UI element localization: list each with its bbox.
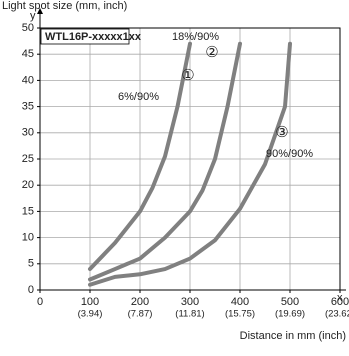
y-tick-label: 30 bbox=[22, 127, 34, 139]
y-tick-label: 5 bbox=[28, 258, 34, 270]
x-tick-label: 500 bbox=[281, 296, 299, 308]
x-tick-label: 200 bbox=[131, 296, 149, 308]
y-tick-label: 40 bbox=[22, 74, 34, 86]
curve-number: ③ bbox=[275, 124, 288, 141]
y-tick-label: 10 bbox=[22, 232, 34, 244]
curve-number: ② bbox=[205, 44, 218, 61]
plot-frame bbox=[39, 27, 341, 291]
chart-title: Light spot size (mm, inch) bbox=[2, 0, 127, 12]
x-tick-sublabel: (23.62) bbox=[325, 309, 349, 320]
y-tick-label: 50 bbox=[22, 22, 34, 34]
series-line bbox=[88, 41, 292, 287]
y-tick-label: 35 bbox=[22, 101, 34, 113]
curve-label: 6%/90% bbox=[118, 91, 159, 103]
x-tick-label: 300 bbox=[181, 296, 199, 308]
x-tick-sublabel: (3.94) bbox=[78, 309, 103, 320]
y-axis-label: y bbox=[30, 10, 36, 22]
x-tick-sublabel: (11.81) bbox=[175, 309, 204, 320]
y-arrowhead bbox=[37, 8, 43, 14]
x-tick-label: 100 bbox=[81, 296, 99, 308]
box-label: WTL16P-xxxxx1xx bbox=[45, 31, 142, 43]
curve-label: 90%/90% bbox=[266, 148, 313, 160]
y-tick-label: 15 bbox=[22, 205, 34, 217]
x-tick-label: 600 bbox=[331, 296, 349, 308]
x-axis-title: Distance in mm (inch) bbox=[240, 330, 346, 342]
x-tick-sublabel: (7.87) bbox=[128, 309, 153, 320]
y-tick-label: 45 bbox=[22, 48, 34, 60]
x-axis-label: x bbox=[337, 292, 343, 304]
x-tick-label: 400 bbox=[231, 296, 249, 308]
series-line bbox=[88, 41, 242, 282]
y-tick-label: 20 bbox=[22, 179, 34, 191]
y-tick-label: 25 bbox=[22, 153, 34, 165]
curve-number: ① bbox=[181, 67, 194, 84]
x-tick-sublabel: (15.75) bbox=[225, 309, 255, 320]
y-tick-label: 0 bbox=[28, 284, 34, 296]
box-label-bg bbox=[40, 28, 130, 45]
x-tick-label: 0 bbox=[37, 296, 43, 308]
curve-label: 18%/90% bbox=[172, 31, 219, 43]
series-line bbox=[88, 41, 192, 272]
x-tick-sublabel: (19.69) bbox=[275, 309, 305, 320]
